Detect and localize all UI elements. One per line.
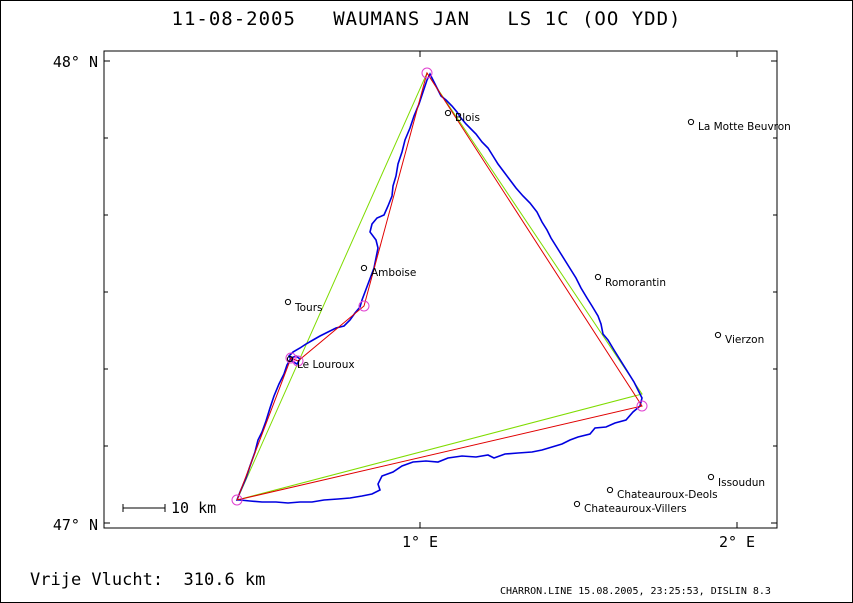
lon-label-2: 2° E — [719, 533, 755, 551]
city-marker-le-louroux — [286, 355, 294, 363]
city-label-la-motte-beuvron: La Motte Beuvron — [698, 121, 791, 133]
city-marker-issoudun — [707, 473, 715, 481]
city-label-chateauroux-villers: Chateauroux-Villers — [584, 503, 687, 515]
city-marker-romorantin — [594, 273, 602, 281]
turnpoint-start — [231, 494, 243, 506]
city-marker-chateauroux-villers — [573, 500, 581, 508]
map-plot-area — [103, 50, 778, 529]
city-label-chateauroux-deols: Chateauroux-Deols — [617, 489, 718, 501]
city-label-tours: Tours — [294, 302, 323, 314]
turnpoint-louroux-2 — [292, 355, 304, 367]
city-marker-tours — [284, 298, 292, 306]
cities — [284, 109, 722, 508]
turnpoint-east — [636, 400, 648, 412]
city-label-vierzon: Vierzon — [725, 334, 764, 346]
free-flight-distance: Vrije Vlucht: 310.6 km — [30, 570, 266, 590]
lon-label-1: 1° E — [402, 533, 438, 551]
task-legs — [236, 71, 643, 501]
scale-bar-label: 10 km — [171, 499, 216, 517]
program-info: CHARRON.LINE 15.08.2005, 23:25:53, DISLI… — [500, 586, 771, 597]
turnpoint-blois — [421, 67, 433, 79]
city-label-le-louroux: Le Louroux — [297, 359, 355, 371]
city-label-blois: Blois — [455, 112, 480, 124]
city-label-romorantin: Romorantin — [605, 277, 666, 289]
city-labels: Blois La Motte Beuvron Amboise Romoranti… — [294, 112, 791, 515]
city-marker-la-motte-beuvron — [687, 118, 695, 126]
fai-triangle — [236, 71, 643, 501]
turnpoints — [231, 67, 648, 506]
lat-label-47: 47° N — [53, 516, 98, 534]
city-label-amboise: Amboise — [371, 267, 416, 279]
flight-title: 11-08-2005 WAUMANS JAN LS 1C (OO YDD) — [171, 8, 682, 30]
city-label-issoudun: Issoudun — [718, 477, 765, 489]
city-marker-chateauroux-deols — [606, 486, 614, 494]
turnpoint-amboise — [358, 300, 370, 312]
city-marker-blois — [444, 109, 452, 117]
scale-bar — [122, 504, 166, 512]
city-marker-vierzon — [714, 331, 722, 339]
city-marker-amboise — [360, 264, 368, 272]
lat-label-48: 48° N — [53, 53, 98, 71]
flight-track — [235, 72, 643, 504]
axis-ticks — [104, 51, 777, 528]
turnpoint-louroux-1 — [285, 352, 297, 364]
